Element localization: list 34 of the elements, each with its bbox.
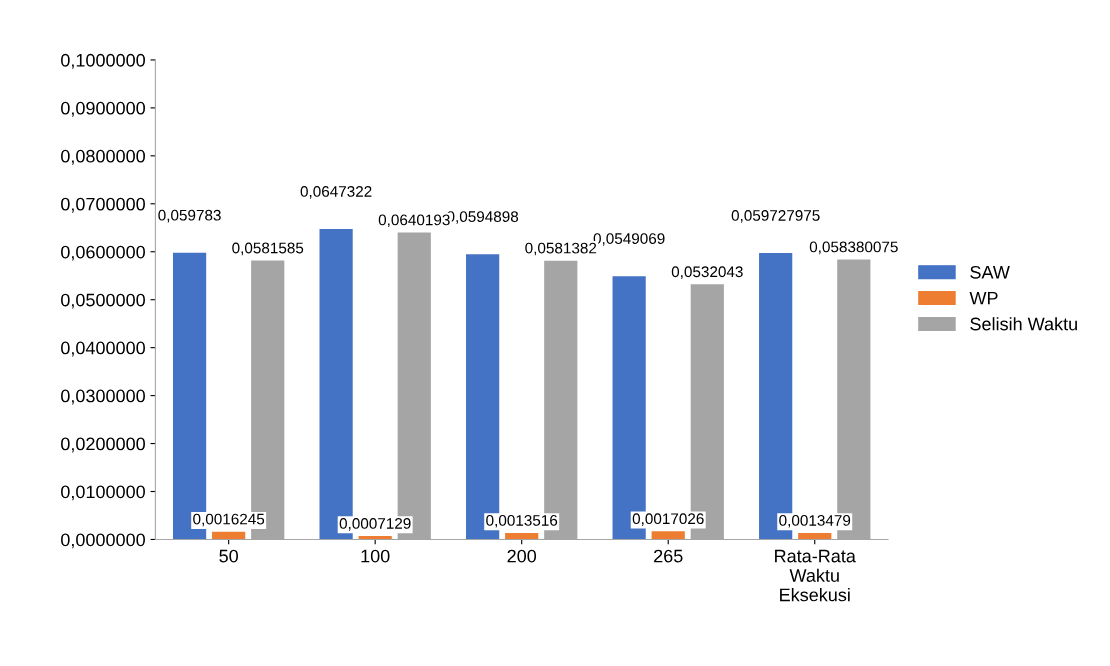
y-tick-label: 0,1000000: [61, 53, 145, 69]
y-tick-label: 0,0100000: [61, 485, 145, 501]
y-tick-label: 0,0400000: [61, 341, 145, 357]
y-tick-label: 0,0000000: [61, 533, 145, 549]
y-tick-label: 0,0800000: [61, 149, 145, 165]
x-tick-label: Rata-Rata Waktu Eksekusi: [775, 549, 856, 602]
data-label: 0,0017026: [632, 513, 704, 526]
bar: [651, 531, 685, 540]
data-label: 0,0532043: [671, 266, 743, 279]
y-tick-label: 0,0200000: [61, 437, 145, 453]
data-label: 0,059783: [158, 209, 221, 223]
data-label: 0,0647322: [300, 186, 372, 199]
x-tick-label: 265: [654, 549, 683, 563]
data-label: 0,0581585: [232, 242, 304, 256]
x-tick-label: 50: [219, 549, 238, 563]
data-label: 0,0007129: [339, 518, 411, 531]
legend-label: SAW: [970, 265, 1010, 279]
legend-label: WP: [969, 291, 998, 305]
x-tick-label: 200: [507, 549, 537, 563]
y-tick-label: 0,0300000: [61, 389, 145, 405]
data-label: 0,0013479: [779, 514, 851, 528]
bar: [798, 533, 832, 540]
legend-label: Selisih Waktu: [970, 317, 1077, 331]
bar: [505, 532, 539, 540]
x-tick-label: 100: [361, 549, 390, 563]
y-tick-label: 0,0500000: [61, 293, 145, 309]
y-tick-label: 0,0600000: [61, 245, 145, 261]
data-label: 0,0013516: [486, 514, 558, 528]
data-label: 0,059727975: [731, 210, 820, 223]
data-label: 0,0640193: [378, 214, 450, 228]
y-tick-label: 0,0900000: [61, 101, 145, 117]
y-tick-label: 0,0700000: [61, 197, 145, 213]
data-label: 0,058380075: [809, 241, 898, 255]
data-label: 0,0016245: [193, 513, 265, 527]
